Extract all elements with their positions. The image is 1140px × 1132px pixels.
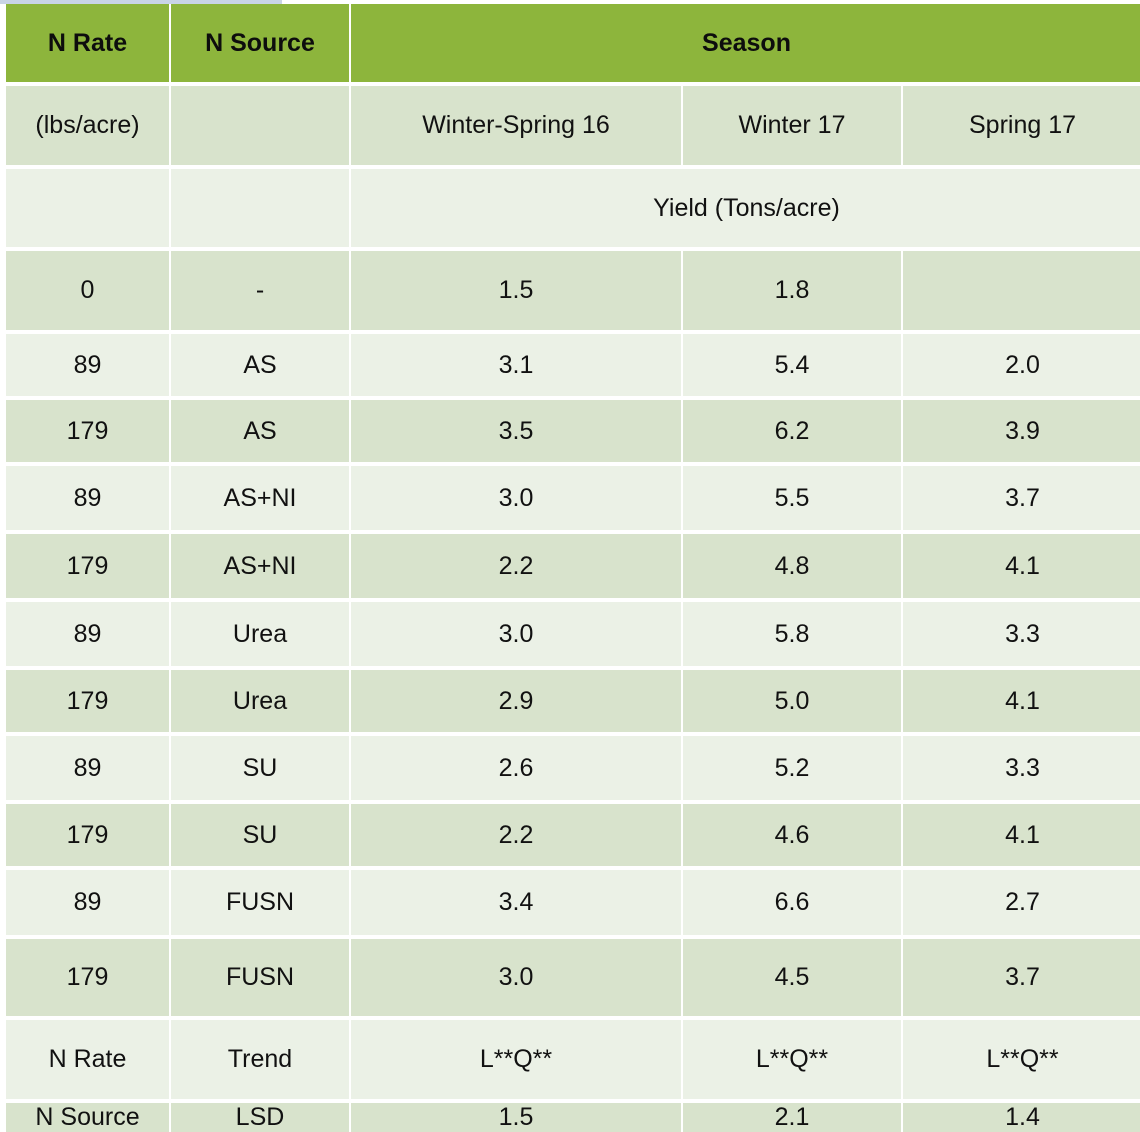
stats-n-source-ws16: 1.5: [351, 1103, 681, 1132]
row-10-rate: 179: [6, 939, 169, 1016]
row-9-source: FUSN: [171, 870, 349, 935]
row-10-w17: 4.5: [683, 939, 901, 1016]
row-6-rate: 179: [6, 670, 169, 732]
row-4-source: AS+NI: [171, 534, 349, 598]
yield-label-blank-2: [171, 169, 349, 247]
row-9-rate: 89: [6, 870, 169, 935]
row-4-w17: 4.8: [683, 534, 901, 598]
header-season: Season: [351, 4, 1140, 82]
subheader-blank: [171, 86, 349, 165]
row-8-ws16: 2.2: [351, 804, 681, 866]
season-winter-spring-16: Winter-Spring 16: [351, 86, 681, 165]
row-7-source: SU: [171, 736, 349, 800]
row-2-s17: 3.9: [903, 400, 1140, 462]
row-10-source: FUSN: [171, 939, 349, 1016]
stats-n-source-w17: 2.1: [683, 1103, 901, 1132]
row-0-ws16: 1.5: [351, 251, 681, 330]
unit-label: (lbs/acre): [6, 86, 169, 165]
row-8-source: SU: [171, 804, 349, 866]
row-8-rate: 179: [6, 804, 169, 866]
stats-n-rate-w17: L**Q**: [683, 1020, 901, 1099]
row-5-source: Urea: [171, 602, 349, 666]
row-3-w17: 5.5: [683, 466, 901, 530]
row-6-ws16: 2.9: [351, 670, 681, 732]
row-5-w17: 5.8: [683, 602, 901, 666]
stats-n-source-test: LSD: [171, 1103, 349, 1132]
season-spring-17: Spring 17: [903, 86, 1140, 165]
row-3-source: AS+NI: [171, 466, 349, 530]
top-accent-bar: [0, 0, 282, 4]
row-3-ws16: 3.0: [351, 466, 681, 530]
row-4-s17: 4.1: [903, 534, 1140, 598]
row-1-s17: 2.0: [903, 334, 1140, 396]
row-7-ws16: 2.6: [351, 736, 681, 800]
row-6-w17: 5.0: [683, 670, 901, 732]
row-1-w17: 5.4: [683, 334, 901, 396]
row-1-ws16: 3.1: [351, 334, 681, 396]
row-0-rate: 0: [6, 251, 169, 330]
yield-label-blank-1: [6, 169, 169, 247]
row-7-s17: 3.3: [903, 736, 1140, 800]
row-2-source: AS: [171, 400, 349, 462]
row-0-s17: [903, 251, 1140, 330]
header-n-source: N Source: [171, 4, 349, 82]
row-3-rate: 89: [6, 466, 169, 530]
row-6-s17: 4.1: [903, 670, 1140, 732]
stats-n-rate-label: N Rate: [6, 1020, 169, 1099]
row-10-s17: 3.7: [903, 939, 1140, 1016]
row-9-s17: 2.7: [903, 870, 1140, 935]
stats-n-source-label: N Source: [6, 1103, 169, 1132]
stats-n-rate-test: Trend: [171, 1020, 349, 1099]
stats-n-rate-ws16: L**Q**: [351, 1020, 681, 1099]
row-6-source: Urea: [171, 670, 349, 732]
row-8-w17: 4.6: [683, 804, 901, 866]
header-n-rate: N Rate: [6, 4, 169, 82]
row-2-rate: 179: [6, 400, 169, 462]
row-5-s17: 3.3: [903, 602, 1140, 666]
row-4-ws16: 2.2: [351, 534, 681, 598]
yield-label: Yield (Tons/acre): [351, 169, 1140, 247]
row-2-w17: 6.2: [683, 400, 901, 462]
season-winter-17: Winter 17: [683, 86, 901, 165]
row-0-w17: 1.8: [683, 251, 901, 330]
stats-n-source-s17: 1.4: [903, 1103, 1140, 1132]
row-5-ws16: 3.0: [351, 602, 681, 666]
stats-n-rate-s17: L**Q**: [903, 1020, 1140, 1099]
row-3-s17: 3.7: [903, 466, 1140, 530]
row-7-w17: 5.2: [683, 736, 901, 800]
row-10-ws16: 3.0: [351, 939, 681, 1016]
row-8-s17: 4.1: [903, 804, 1140, 866]
row-5-rate: 89: [6, 602, 169, 666]
row-1-rate: 89: [6, 334, 169, 396]
yield-table: N Rate N Source Season (lbs/acre) Winter…: [6, 4, 1140, 1132]
row-4-rate: 179: [6, 534, 169, 598]
row-9-w17: 6.6: [683, 870, 901, 935]
row-1-source: AS: [171, 334, 349, 396]
row-7-rate: 89: [6, 736, 169, 800]
row-0-source: -: [171, 251, 349, 330]
row-9-ws16: 3.4: [351, 870, 681, 935]
row-2-ws16: 3.5: [351, 400, 681, 462]
